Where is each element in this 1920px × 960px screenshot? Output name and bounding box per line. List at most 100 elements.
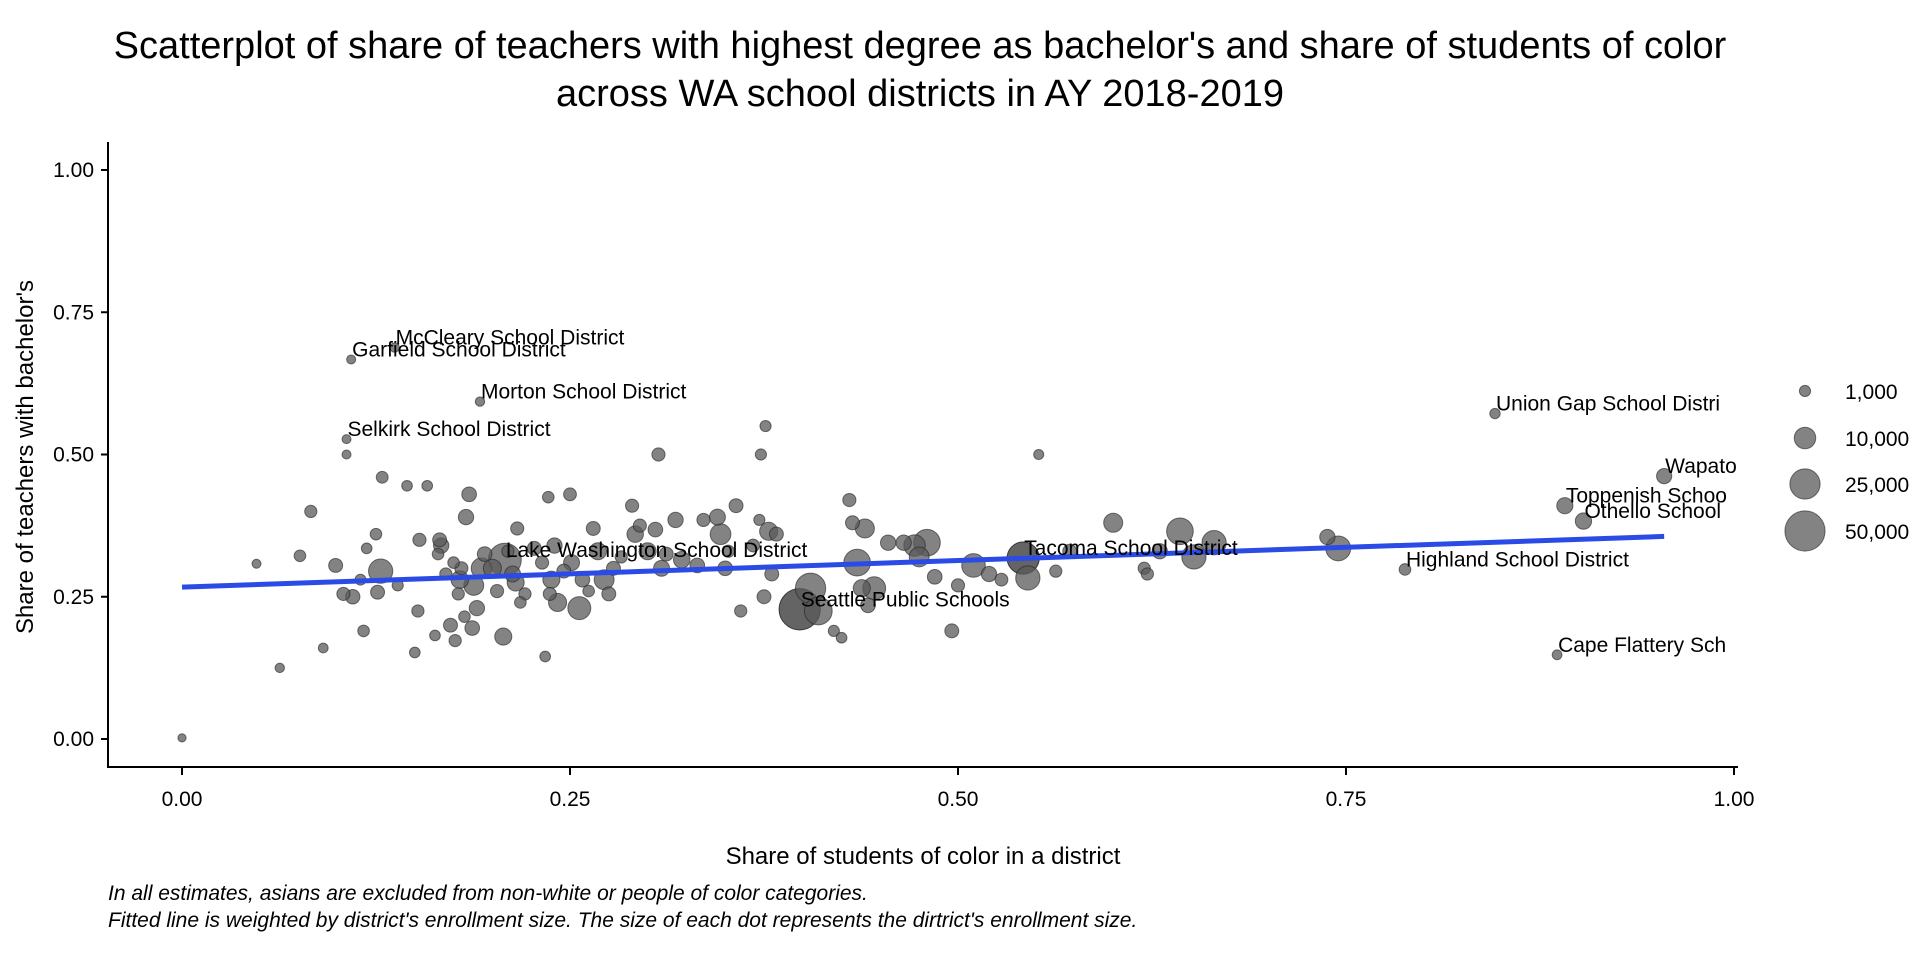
data-point-123 xyxy=(1049,564,1063,578)
data-point-24 xyxy=(431,547,445,561)
labeled-data-point-0 xyxy=(389,342,400,353)
y-ticks: 0.00 0.25 0.50 0.75 1.00 xyxy=(53,159,108,751)
data-point-6 xyxy=(328,557,344,573)
legend-label-2: 25,000 xyxy=(1845,474,1909,497)
x-tick-label: 0.50 xyxy=(938,788,979,811)
data-point-92 xyxy=(756,589,772,605)
data-point-54 xyxy=(541,490,555,504)
labeled-data-point-10 xyxy=(1556,497,1574,515)
data-point-36 xyxy=(461,486,477,503)
data-point-52 xyxy=(534,555,550,570)
point-label-12: Cape Flattery Sch xyxy=(1558,634,1726,657)
point-label-9: Wapato xyxy=(1665,455,1737,478)
data-point-55 xyxy=(542,586,557,601)
data-point-1 xyxy=(251,558,262,569)
data-point-8 xyxy=(341,449,352,460)
caption-note-2: Fitted line is weighted by district's en… xyxy=(108,909,1138,932)
data-point-118 xyxy=(980,565,998,583)
x-tick-label: 0.75 xyxy=(1326,788,1367,811)
labeled-data-point-11 xyxy=(1574,512,1593,530)
data-point-75 xyxy=(647,521,664,538)
data-point-78 xyxy=(658,546,674,562)
legend-label-0: 1,000 xyxy=(1845,381,1898,404)
x-axis-label: Share of students of color in a district xyxy=(726,843,1121,870)
x-ticks: 0.00 0.25 0.50 0.75 1.00 xyxy=(162,768,1754,811)
data-point-87 xyxy=(728,498,744,514)
labeled-data-point-9 xyxy=(1656,468,1673,485)
y-tick-label: 0.75 xyxy=(53,301,94,324)
data-point-53 xyxy=(539,650,552,663)
legend-label-3: 50,000 xyxy=(1845,521,1909,544)
labeled-data-point-3 xyxy=(341,434,352,445)
data-point-121 xyxy=(1015,565,1041,591)
data-point-64 xyxy=(582,584,595,598)
data-point-16 xyxy=(375,470,389,484)
data-point-116 xyxy=(950,578,966,593)
data-point-34 xyxy=(458,610,471,623)
legend-key-3 xyxy=(1784,510,1826,552)
data-point-37 xyxy=(464,620,481,636)
data-point-4 xyxy=(304,504,318,519)
data-point-73 xyxy=(632,518,647,533)
data-point-119 xyxy=(994,572,1009,587)
data-point-45 xyxy=(501,544,515,558)
data-point-2 xyxy=(274,662,285,674)
chart-title-line-1: Scatterplot of share of teachers with hi… xyxy=(113,25,1727,67)
data-point-122 xyxy=(1033,448,1045,461)
fit-line-layer xyxy=(181,533,1665,590)
data-point-68 xyxy=(601,586,617,602)
data-point-41 xyxy=(476,546,493,562)
labeled-data-point-1 xyxy=(346,354,357,365)
point-label-0: McCleary School District xyxy=(396,327,625,350)
data-point-3 xyxy=(293,549,307,563)
chart-title: Scatterplot of share of teachers with hi… xyxy=(0,22,1840,118)
data-point-19 xyxy=(408,646,421,659)
labeled-data-point-12 xyxy=(1551,649,1563,661)
y-axis-label: Share of teachers with bachelor's xyxy=(12,280,39,634)
point-label-8: Union Gap School Distri xyxy=(1496,393,1720,416)
data-point-76 xyxy=(651,447,666,462)
labeled-data-point-7 xyxy=(1398,563,1412,576)
data-point-0 xyxy=(177,733,187,743)
legend-label-1: 10,000 xyxy=(1845,428,1909,451)
point-label-7: Highland School District xyxy=(1406,548,1629,571)
point-label-4: Lake Washington School District xyxy=(506,539,808,562)
x-tick-label: 0.00 xyxy=(162,788,203,811)
data-point-96 xyxy=(768,526,784,542)
caption-note-1: In all estimates, asians are excluded fr… xyxy=(108,882,868,905)
point-label-11: Othello School xyxy=(1584,500,1721,523)
data-point-39 xyxy=(468,599,486,617)
data-point-102 xyxy=(842,492,857,508)
y-tick-label: 0.50 xyxy=(53,444,94,467)
data-point-91 xyxy=(754,448,767,461)
data-point-21 xyxy=(412,532,427,547)
data-point-29 xyxy=(447,556,460,569)
data-point-129 xyxy=(1166,517,1194,546)
data-point-25 xyxy=(432,532,448,548)
axes xyxy=(107,142,1738,768)
data-point-109 xyxy=(879,534,897,551)
data-point-131 xyxy=(1201,530,1227,556)
legend-key-1 xyxy=(1793,426,1817,450)
data-point-31 xyxy=(451,587,465,601)
data-point-82 xyxy=(696,512,711,528)
data-point-88 xyxy=(734,604,748,618)
data-point-18 xyxy=(401,479,413,492)
data-point-99 xyxy=(803,596,833,626)
data-point-28 xyxy=(443,617,458,633)
size-legend: 1,000 10,000 25,000 50,000 xyxy=(1784,381,1909,552)
data-point-7 xyxy=(336,586,351,601)
data-point-86 xyxy=(721,544,735,558)
data-point-103 xyxy=(844,515,860,531)
legend-key-0 xyxy=(1798,384,1812,398)
data-point-132 xyxy=(1319,528,1336,546)
data-point-51 xyxy=(526,540,542,556)
data-point-48 xyxy=(510,521,525,536)
fitted-line xyxy=(181,533,1665,590)
point-label-2: Morton School District xyxy=(481,381,687,404)
data-point-11 xyxy=(357,624,370,638)
chart-title-line-2: across WA school districts in AY 2018-20… xyxy=(556,73,1284,115)
data-point-93 xyxy=(759,419,772,433)
